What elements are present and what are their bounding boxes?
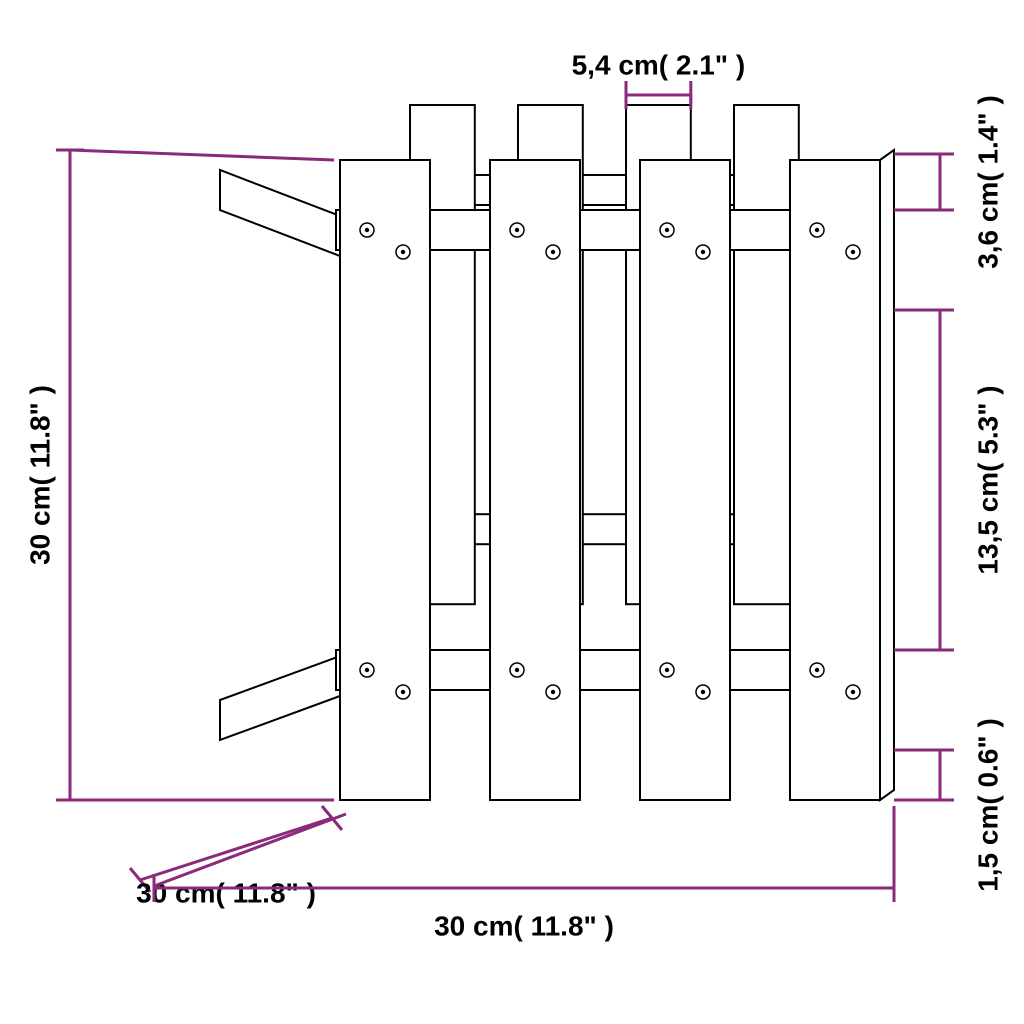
front-slat — [490, 160, 580, 800]
dimension-label: 5,4 cm( 2.1" ) — [572, 49, 746, 80]
dimension-label: 13,5 cm( 5.3" ) — [972, 385, 1003, 574]
side-rails — [220, 170, 340, 740]
dimension-label: 3,6 cm( 1.4" ) — [972, 95, 1003, 269]
dimension-label: 30 cm( 11.8" ) — [24, 385, 55, 565]
front-slat — [790, 160, 880, 800]
dimension-label: 1,5 cm( 0.6" ) — [972, 718, 1003, 892]
planter-diagram — [220, 105, 894, 800]
dimension-label: 30 cm( 11.8" ) — [434, 910, 614, 941]
front-slat — [640, 160, 730, 800]
front-slat — [340, 160, 430, 800]
